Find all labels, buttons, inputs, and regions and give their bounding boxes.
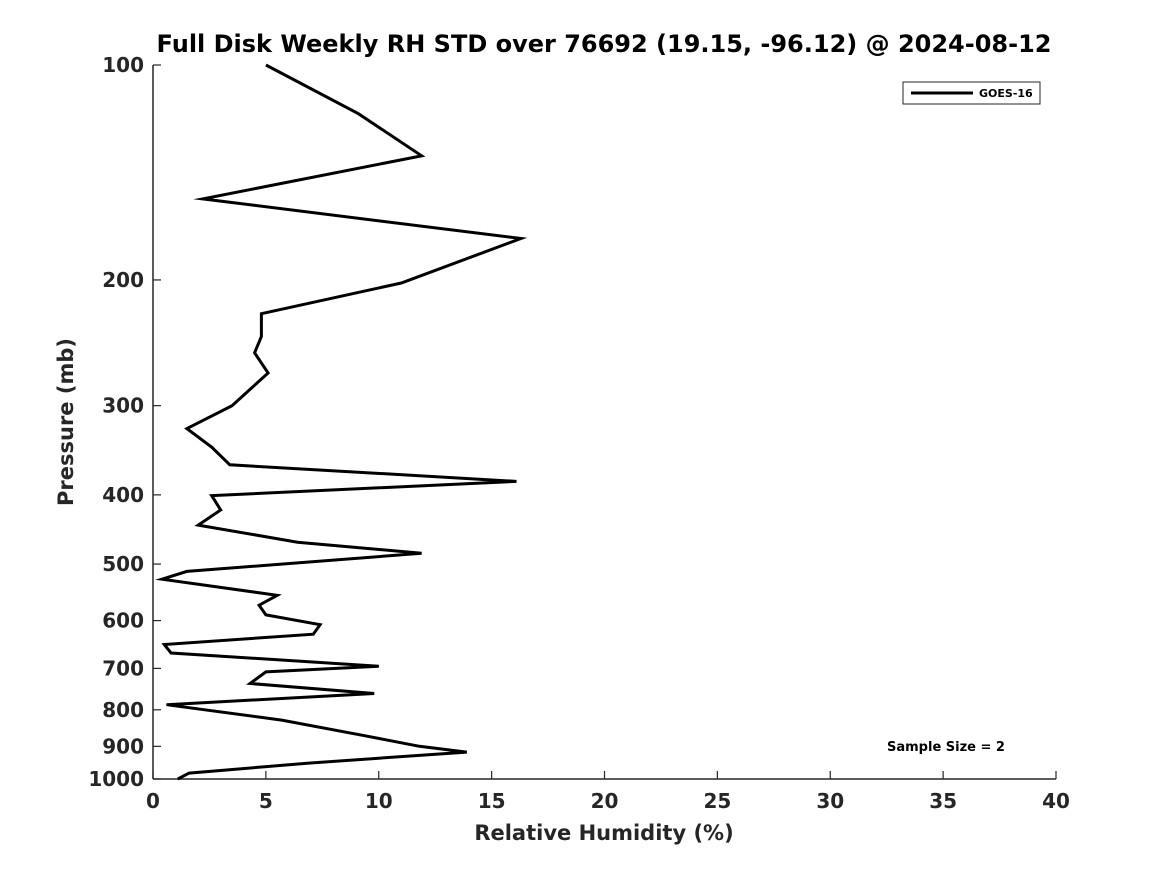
x-tick-label: 40 — [1042, 789, 1070, 813]
y-axis-ticks: 100 200 300 400 500 600 700 800 900 1000 — [88, 53, 161, 791]
x-axis-ticks: 0 5 10 15 20 25 30 35 40 — [146, 771, 1070, 813]
y-tick-label: 900 — [102, 734, 144, 758]
series-layer — [155, 63, 528, 781]
y-tick-label: 1000 — [88, 767, 144, 791]
y-axis-label: Pressure (mb) — [54, 338, 78, 506]
y-tick-label: 300 — [102, 394, 144, 418]
y-tick-label: 400 — [102, 483, 144, 507]
sample-size-annotation: Sample Size = 2 — [887, 740, 1005, 755]
x-axis-label: Relative Humidity (%) — [474, 821, 733, 845]
legend: GOES-16 — [902, 81, 1041, 105]
y-tick-label: 700 — [102, 656, 144, 680]
y-tick-label: 100 — [102, 53, 144, 77]
x-tick-label: 35 — [929, 789, 957, 813]
x-tick-label: 15 — [478, 789, 506, 813]
y-tick-label: 800 — [102, 698, 144, 722]
y-tick-label: 600 — [102, 609, 144, 633]
x-tick-label: 10 — [365, 789, 393, 813]
y-tick-label: 200 — [102, 268, 144, 292]
x-tick-label: 5 — [259, 789, 273, 813]
x-tick-label: 30 — [816, 789, 844, 813]
y-tick-label: 500 — [102, 552, 144, 576]
x-tick-label: 20 — [591, 789, 619, 813]
series-line-goes-16 — [155, 63, 528, 781]
legend-label-goes-16: GOES-16 — [979, 87, 1033, 100]
chart-title: Full Disk Weekly RH STD over 76692 (19.1… — [157, 30, 1052, 58]
x-tick-label: 0 — [146, 789, 160, 813]
x-tick-label: 25 — [703, 789, 731, 813]
